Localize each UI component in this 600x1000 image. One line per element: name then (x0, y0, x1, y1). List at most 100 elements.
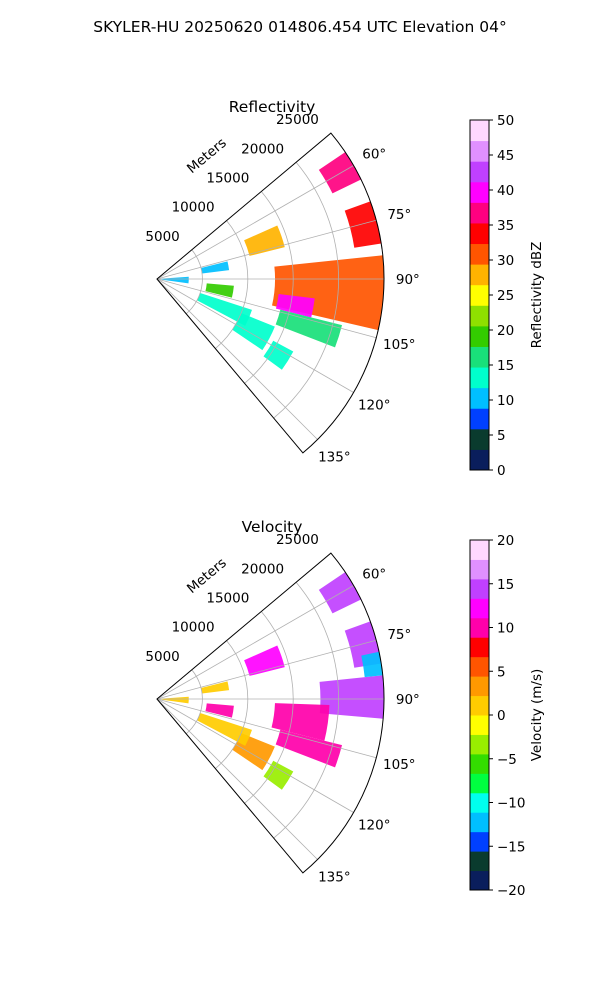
colorbar-segment (470, 428, 489, 450)
radial-tick-label: 10000 (172, 200, 215, 216)
azimuth-tick-label: 135° (318, 449, 351, 465)
colorbar-segment (470, 346, 489, 368)
colorbar-tick-label: 0 (497, 463, 506, 479)
echo-cell (344, 201, 382, 248)
colorbar-segment (470, 540, 489, 560)
azimuth-spoke (156, 585, 354, 700)
colorbar-tick-label: 0 (497, 708, 506, 724)
echo-cell (161, 276, 189, 284)
echo-cell (197, 713, 252, 746)
colorbar-segment (470, 181, 489, 203)
echo-cell (244, 645, 285, 676)
radial-tick-label: 15000 (206, 590, 249, 606)
panel-reflectivity: Reflectivity500010000150002000025000Mete… (145, 98, 545, 479)
colorbar-segment (470, 617, 489, 638)
colorbar-segment (470, 140, 489, 162)
radial-tick-label: 25000 (276, 532, 319, 548)
echo-cell (161, 696, 189, 704)
colorbar-segment (470, 831, 489, 852)
colorbar-tick-label: 35 (497, 218, 514, 234)
colorbar-tick-label: 15 (497, 358, 514, 374)
colorbar-label: Velocity (m/s) (529, 669, 545, 762)
colorbar-segment (470, 792, 489, 813)
colorbar-segment (470, 243, 489, 265)
azimuth-tick-label: 105° (383, 337, 416, 353)
sector-border (156, 132, 385, 454)
colorbar-segment (470, 637, 489, 658)
azimuth-spoke (156, 278, 354, 393)
echo-cell (361, 651, 383, 678)
azimuth-spoke (156, 639, 377, 700)
echo-cell (271, 703, 330, 741)
azimuth-tick-label: 75° (387, 627, 411, 643)
colorbar-segment (470, 851, 489, 872)
azimuth-spoke (156, 278, 318, 440)
azimuth-spoke (156, 219, 377, 280)
azimuth-tick-label: 120° (358, 397, 391, 413)
colorbar-segment (470, 408, 489, 430)
colorbar-tick-label: 10 (497, 393, 514, 409)
colorbar-segment (470, 305, 489, 327)
colorbar-segment (470, 734, 489, 755)
colorbar-segment (470, 120, 489, 142)
echo-layer (161, 572, 384, 790)
radial-tick-label: 5000 (145, 229, 179, 245)
azimuth-tick-label: 60° (362, 567, 386, 583)
colorbar-segment (470, 367, 489, 389)
panel-title: Reflectivity (229, 98, 316, 116)
echo-cell (205, 283, 234, 298)
azimuth-tick-label: 90° (396, 272, 420, 288)
azimuth-tick-label: 60° (362, 147, 386, 163)
radial-tick-label: 20000 (241, 561, 284, 577)
colorbar-tick-label: 10 (497, 621, 514, 637)
colorbar-segment (470, 753, 489, 774)
echo-cell (197, 293, 252, 326)
colorbar-tick-label: −5 (497, 752, 517, 768)
colorbar-segment (470, 264, 489, 286)
radial-tick-label: 25000 (276, 112, 319, 128)
colorbar-segment (470, 161, 489, 183)
range-ring (244, 191, 294, 384)
azimuth-tick-label: 120° (358, 817, 391, 833)
colorbar-tick-label: 5 (497, 428, 506, 444)
echo-cell (275, 293, 315, 318)
colorbar-segment (470, 222, 489, 245)
echo-cell (263, 340, 294, 370)
colorbar-segment (470, 598, 489, 619)
colorbar-tick-label: 5 (497, 664, 506, 680)
azimuth-tick-label: 105° (383, 757, 416, 773)
sector-border (156, 552, 385, 874)
radial-tick-label: 20000 (241, 141, 284, 157)
azimuth-spoke (156, 698, 318, 860)
colorbar-segment (470, 284, 489, 306)
echo-cell (275, 309, 343, 348)
colorbar-tick-label: −10 (497, 796, 526, 812)
colorbar-segment (470, 449, 489, 471)
echo-cell (263, 760, 294, 790)
colorbar-tick-label: 45 (497, 148, 514, 164)
colorbar-tick-label: 50 (497, 113, 514, 129)
colorbar-tick-label: 30 (497, 253, 514, 269)
range-ring (273, 582, 339, 839)
colorbar-segment (470, 773, 489, 794)
azimuth-tick-label: 75° (387, 207, 411, 223)
colorbar-segment (470, 559, 489, 580)
range-ring (244, 611, 294, 804)
colorbar-segment (470, 202, 489, 224)
colorbar-tick-label: 25 (497, 288, 514, 304)
radial-tick-label: 15000 (206, 170, 249, 186)
radial-tick-label: 10000 (172, 620, 215, 636)
echo-cell (319, 675, 384, 719)
colorbar-segment (470, 870, 489, 891)
colorbar-segment (470, 695, 489, 716)
colorbar-tick-label: −15 (497, 839, 526, 855)
radial-tick-label: 5000 (145, 649, 179, 665)
panel-title: Velocity (242, 518, 303, 536)
echo-cell (318, 152, 362, 194)
range-ring (273, 162, 339, 419)
range-ring (215, 640, 249, 769)
range-ring (215, 220, 249, 349)
azimuth-spoke (156, 278, 377, 339)
azimuth-tick-label: 90° (396, 692, 420, 708)
